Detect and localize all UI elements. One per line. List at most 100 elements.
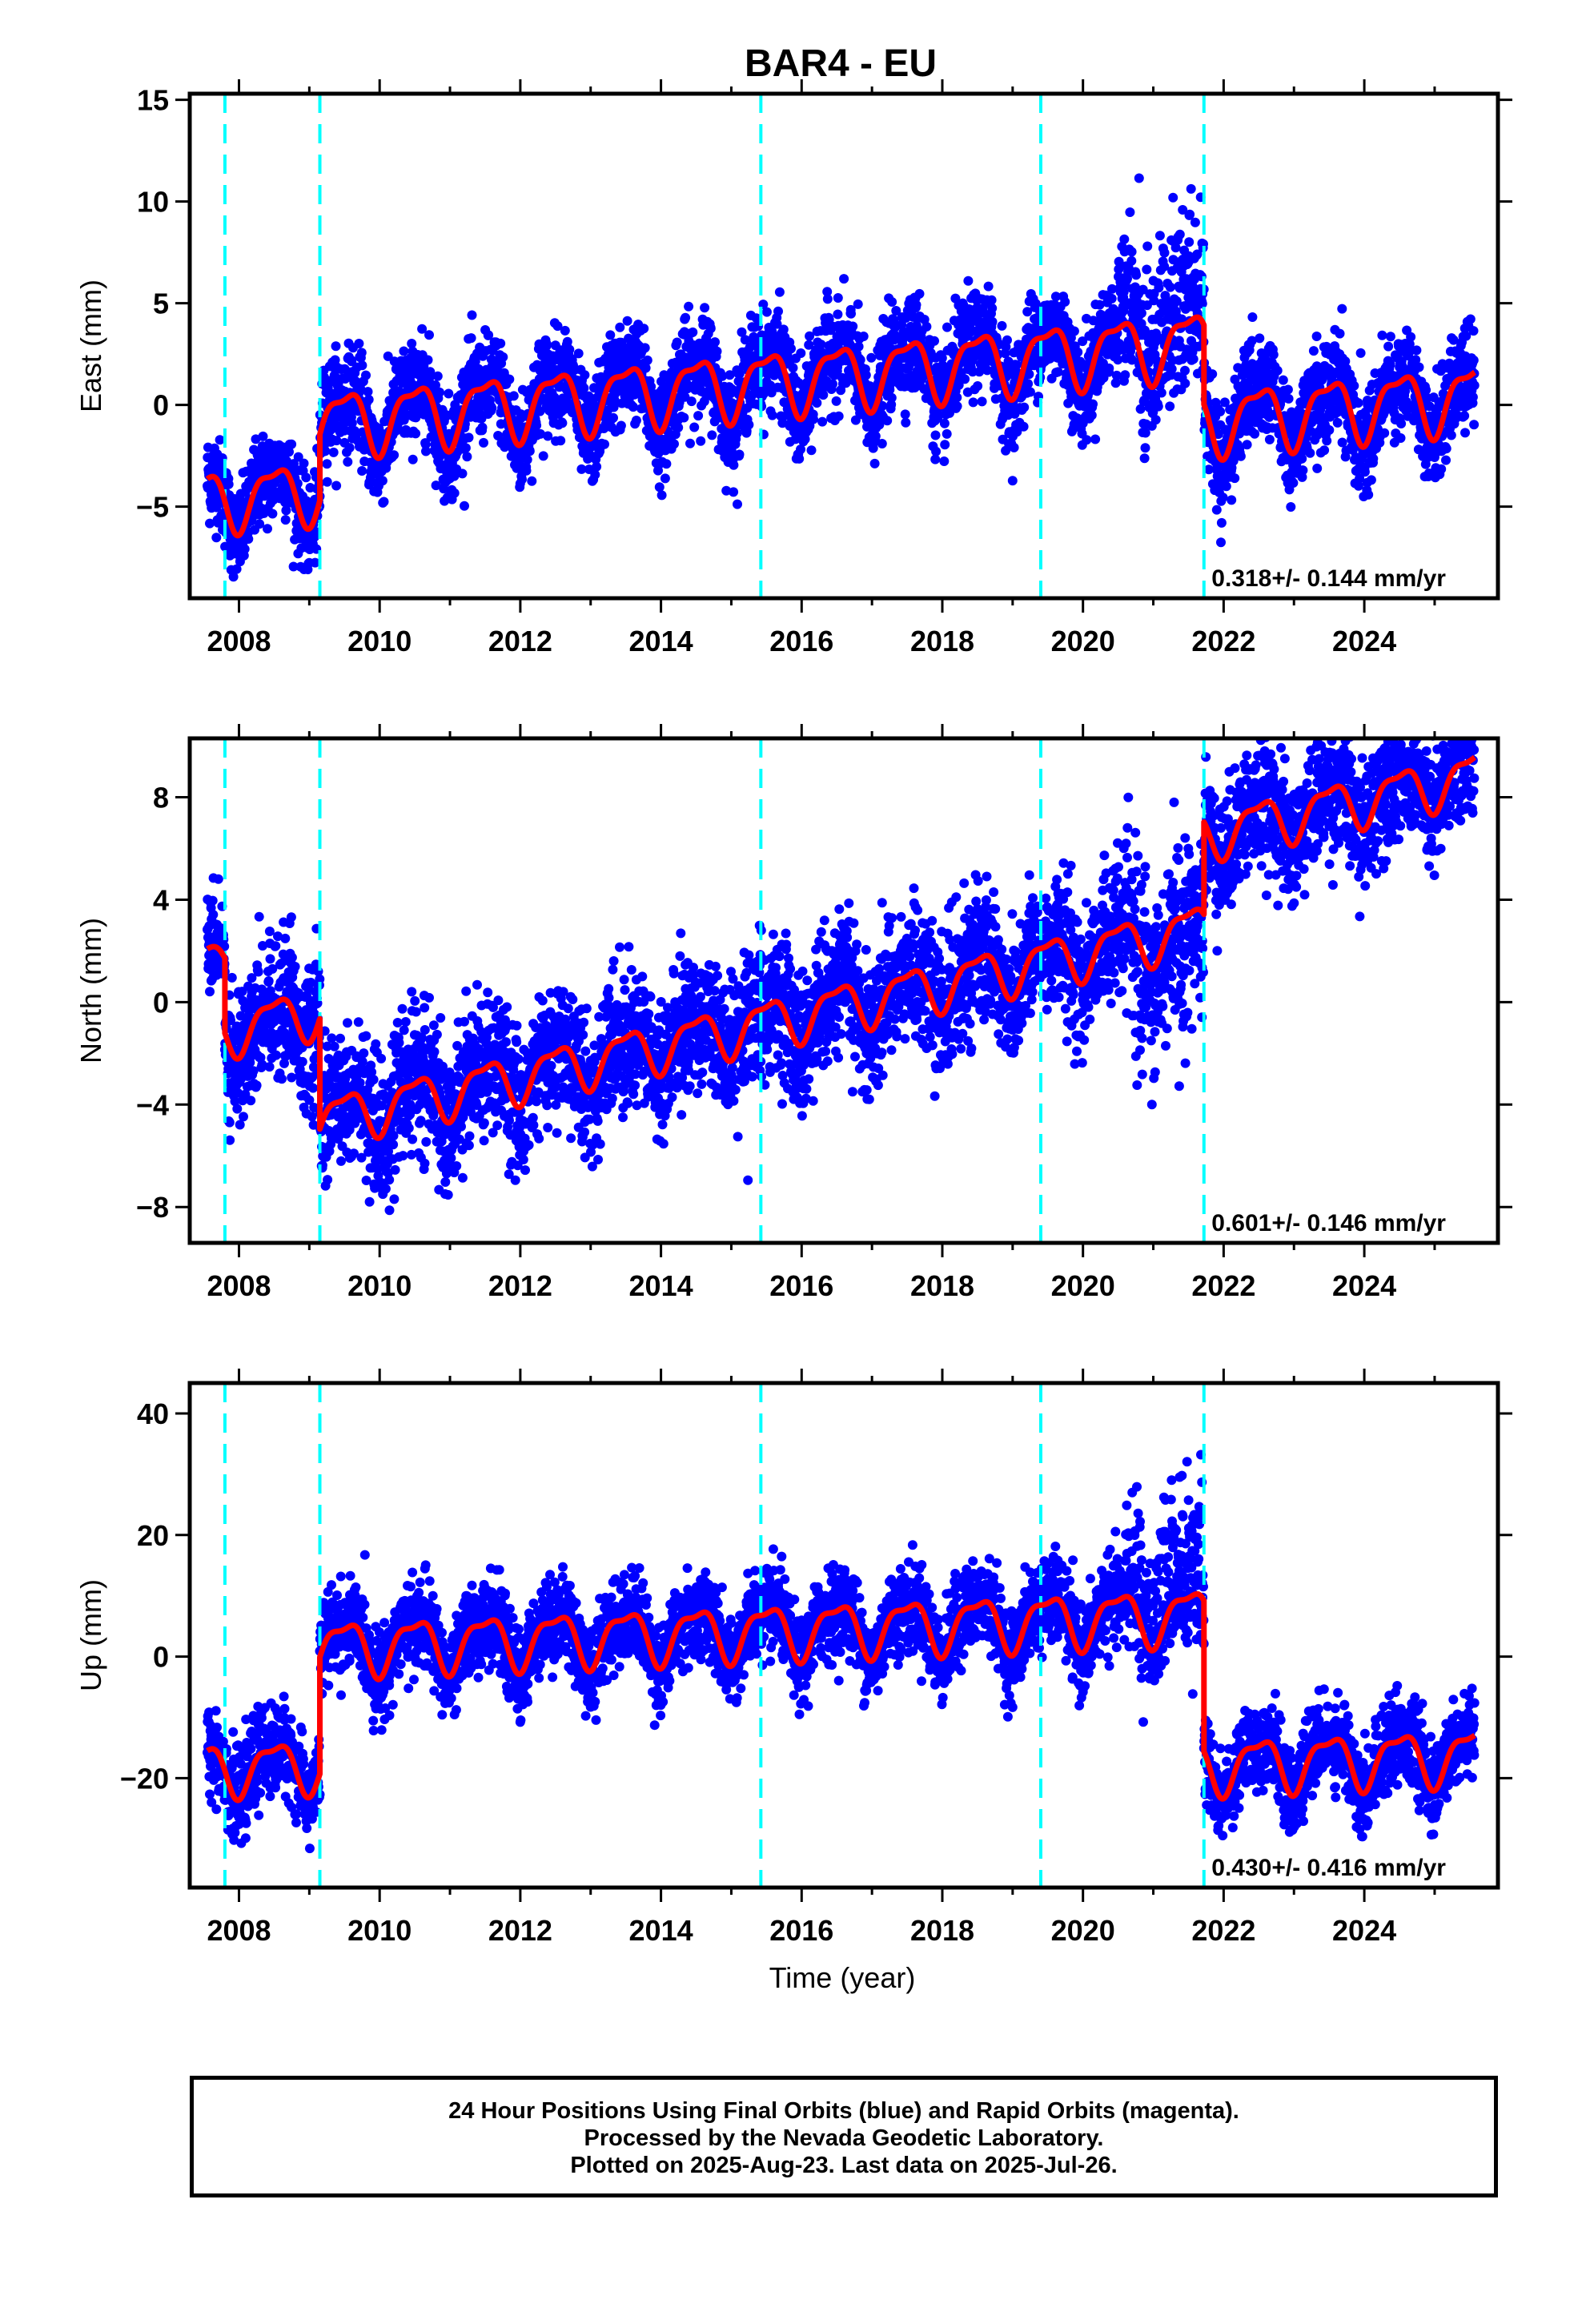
- data-point: [1288, 478, 1299, 488]
- data-point: [1002, 335, 1012, 345]
- data-point: [379, 497, 389, 507]
- data-point: [1337, 304, 1347, 314]
- data-points: [203, 173, 1480, 582]
- data-point: [1227, 495, 1237, 505]
- data-point: [828, 379, 837, 389]
- data-point: [1216, 537, 1226, 548]
- data-point: [886, 392, 897, 403]
- data-point: [656, 490, 667, 501]
- data-point: [973, 381, 983, 391]
- data-point: [1324, 425, 1335, 435]
- data-point: [839, 274, 849, 284]
- data-point: [1185, 209, 1195, 219]
- data-point: [423, 355, 433, 365]
- data-point: [1007, 476, 1018, 486]
- data-point: [661, 459, 672, 469]
- data-point: [320, 446, 331, 456]
- data-point: [231, 564, 242, 574]
- data-point: [622, 316, 632, 326]
- data-point: [1106, 293, 1117, 304]
- data-point: [560, 325, 570, 336]
- data-point: [1230, 473, 1240, 484]
- data-point: [616, 420, 626, 431]
- data-point: [331, 341, 341, 352]
- data-point: [1264, 434, 1275, 444]
- data-point: [1060, 296, 1070, 307]
- data-point: [1255, 333, 1265, 344]
- data-point: [679, 412, 689, 423]
- data-point: [900, 409, 910, 420]
- data-point: [1211, 505, 1222, 515]
- data-point: [952, 401, 962, 412]
- data-point: [487, 403, 497, 413]
- data-point: [609, 395, 620, 405]
- data-point: [1134, 173, 1144, 183]
- data-point: [1319, 445, 1330, 456]
- data-point: [527, 476, 537, 486]
- data-point: [1411, 345, 1422, 356]
- data-point: [673, 422, 684, 432]
- data-point: [833, 309, 843, 320]
- data-point: [1174, 229, 1185, 239]
- data-point: [615, 322, 625, 332]
- data-point: [921, 321, 932, 332]
- data-point: [1018, 421, 1029, 432]
- data-point: [812, 398, 822, 408]
- data-point: [301, 472, 311, 483]
- data-point: [383, 351, 393, 361]
- data-point: [654, 482, 665, 493]
- data-point: [521, 465, 532, 476]
- data-point: [1168, 192, 1178, 203]
- data-point: [887, 297, 897, 307]
- data-point: [557, 418, 568, 428]
- data-point: [424, 330, 434, 340]
- data-point: [1218, 493, 1228, 503]
- data-point: [1025, 387, 1035, 397]
- data-point: [573, 348, 584, 359]
- data-point: [449, 488, 460, 498]
- data-point: [788, 363, 798, 373]
- data-point: [1165, 282, 1175, 292]
- data-point: [885, 384, 895, 395]
- data-point: [354, 339, 364, 348]
- data-point: [552, 321, 563, 332]
- data-point: [284, 447, 294, 457]
- data-point: [858, 332, 869, 341]
- data-point: [794, 453, 805, 464]
- data-point: [734, 449, 745, 460]
- data-point: [1184, 237, 1195, 247]
- data-point: [831, 396, 841, 406]
- data-point: [877, 439, 887, 448]
- data-point: [1186, 183, 1196, 194]
- data-point: [869, 458, 880, 468]
- data-point: [1159, 247, 1170, 258]
- data-point: [1395, 433, 1406, 443]
- data-point: [712, 346, 722, 356]
- data-point: [1286, 502, 1296, 512]
- data-point: [705, 324, 716, 334]
- data-point: [457, 468, 468, 479]
- data-point: [543, 431, 553, 441]
- data-point: [467, 310, 477, 320]
- data-point: [331, 480, 342, 491]
- data-point: [968, 397, 978, 408]
- data-point: [942, 428, 952, 439]
- data-point: [729, 487, 739, 497]
- data-point: [1359, 467, 1370, 477]
- data-point: [809, 414, 818, 424]
- data-point: [901, 417, 911, 428]
- data-point: [1235, 451, 1246, 461]
- data-point: [331, 436, 342, 446]
- data-point: [462, 452, 472, 462]
- data-point: [347, 418, 357, 428]
- data-point: [997, 320, 1007, 331]
- data-point: [796, 348, 806, 358]
- data-point: [1156, 388, 1166, 398]
- data-point: [460, 501, 469, 511]
- data-point: [407, 339, 417, 348]
- data-point: [1283, 384, 1293, 395]
- data-point: [1073, 347, 1083, 357]
- data-point: [977, 396, 987, 407]
- data-point: [696, 436, 706, 446]
- data-point: [1126, 247, 1137, 257]
